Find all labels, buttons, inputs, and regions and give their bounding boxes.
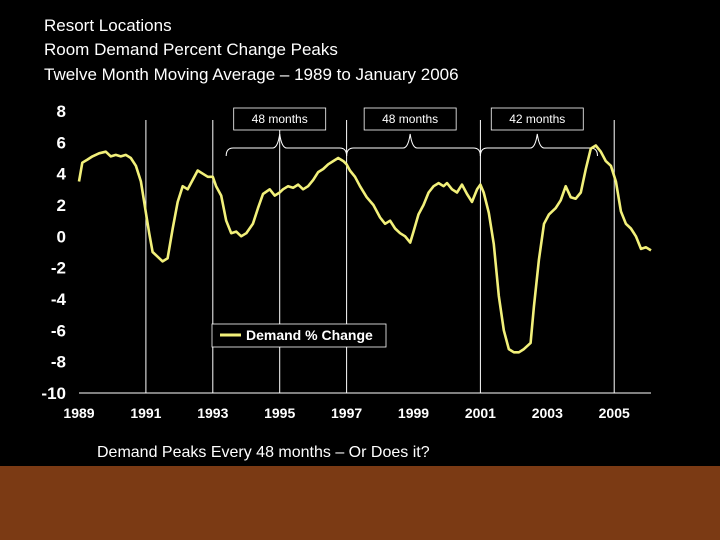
annotation-brace-2: [346, 133, 481, 157]
y-tick-label: -6: [51, 321, 66, 340]
x-tick-label: 1999: [398, 405, 429, 421]
annotation-label-2: 48 months: [382, 112, 438, 126]
y-tick-label: -2: [51, 259, 66, 278]
x-tick-label: 1997: [331, 405, 362, 421]
y-tick-label: 6: [57, 133, 66, 152]
x-tick-label: 1993: [197, 405, 228, 421]
legend-box: [211, 323, 387, 348]
y-tick-label: 4: [57, 165, 67, 184]
y-tick-label: -4: [51, 290, 67, 309]
x-tick-label: 1991: [130, 405, 161, 421]
y-tick-label: 2: [57, 196, 66, 215]
legend-label: Demand % Change: [246, 327, 373, 343]
annotation-box-3: [490, 107, 584, 131]
footer-band: [0, 466, 720, 540]
y-tick-label: 8: [57, 102, 66, 121]
slide-caption: Demand Peaks Every 48 months – Or Does i…: [97, 444, 430, 461]
y-tick-label: -8: [51, 353, 66, 372]
slide-title-line-1: Resort Locations: [44, 16, 172, 35]
chart-legend: Demand % Change: [211, 323, 387, 348]
x-tick-label: 2003: [532, 405, 563, 421]
y-tick-label: 0: [57, 227, 66, 246]
annotation-brace-3: [479, 133, 598, 157]
annotation-box-1: [233, 107, 327, 131]
x-tick-label: 2005: [599, 405, 630, 421]
slide-title-line-3: Twelve Month Moving Average – 1989 to Ja…: [44, 65, 459, 84]
plot-area: [79, 106, 651, 393]
annotation-brace-1: [225, 133, 348, 157]
annotation-box-2: [363, 107, 457, 131]
annotation-label-1: 48 months: [252, 112, 308, 126]
x-tick-label: 1995: [264, 405, 295, 421]
series-line-demand-change: [77, 144, 652, 354]
x-tick-label: 1989: [63, 405, 94, 421]
x-tick-label: 2001: [465, 405, 496, 421]
slide-title-line-2: Room Demand Percent Change Peaks: [44, 40, 338, 59]
annotation-label-3: 42 months: [509, 112, 565, 126]
y-tick-label: -10: [41, 384, 66, 403]
